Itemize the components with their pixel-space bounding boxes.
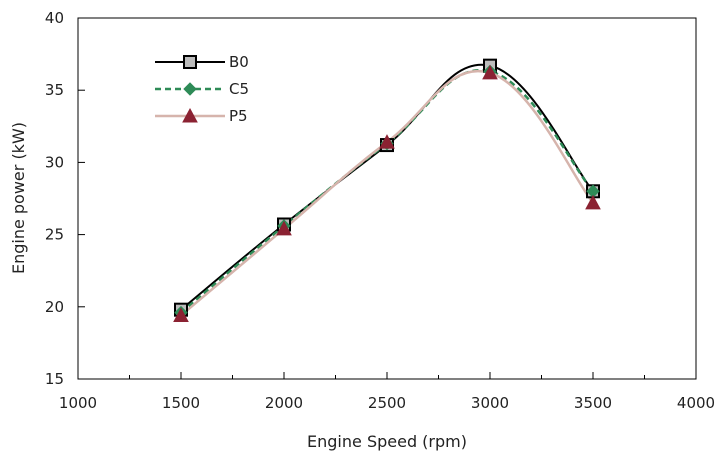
x-tick-label: 1500 [162,394,200,412]
x-tick-label: 2500 [368,394,406,412]
y-axis-title: Engine power (kW) [9,122,28,274]
markers-p5 [173,64,601,322]
legend-marker [183,82,197,96]
x-axis: 1000 1500 2000 2500 3000 3500 4000 [59,372,715,412]
legend-item-p5: P5 [155,107,248,125]
y-tick-label: 15 [45,370,64,388]
y-axis: 15 20 25 30 35 40 [45,9,85,388]
legend-item-b0: B0 [155,53,249,71]
y-tick-label: 30 [45,153,64,171]
data-point-p5 [482,64,498,80]
markers-b0 [174,58,600,317]
x-tick-label: 2000 [265,394,303,412]
legend-item-c5: C5 [155,80,249,98]
y-tick-label: 20 [45,298,64,316]
x-tick-label: 4000 [677,394,715,412]
x-axis-title: Engine Speed (rpm) [307,432,467,451]
legend: B0 C5 P5 [155,53,249,125]
data-point-p5 [276,220,292,236]
data-point-p5 [585,194,601,210]
series-layer [173,58,601,322]
plot-frame [77,17,697,380]
y-tick-label: 25 [45,226,64,244]
x-tick-label: 3500 [574,394,612,412]
data-point-p5 [379,134,395,149]
y-tick-label: 40 [45,9,64,27]
x-tick-label: 3000 [471,394,509,412]
legend-label: P5 [229,107,248,125]
legend-marker [182,107,198,123]
data-point-p5 [173,307,189,322]
legend-label: C5 [229,80,249,98]
legend-marker [183,55,197,69]
series-b0 [180,63,594,311]
legend-label: B0 [229,53,249,71]
x-tick-label: 1000 [59,394,97,412]
series-line-b0 [180,63,594,311]
y-tick-label: 35 [45,81,64,99]
